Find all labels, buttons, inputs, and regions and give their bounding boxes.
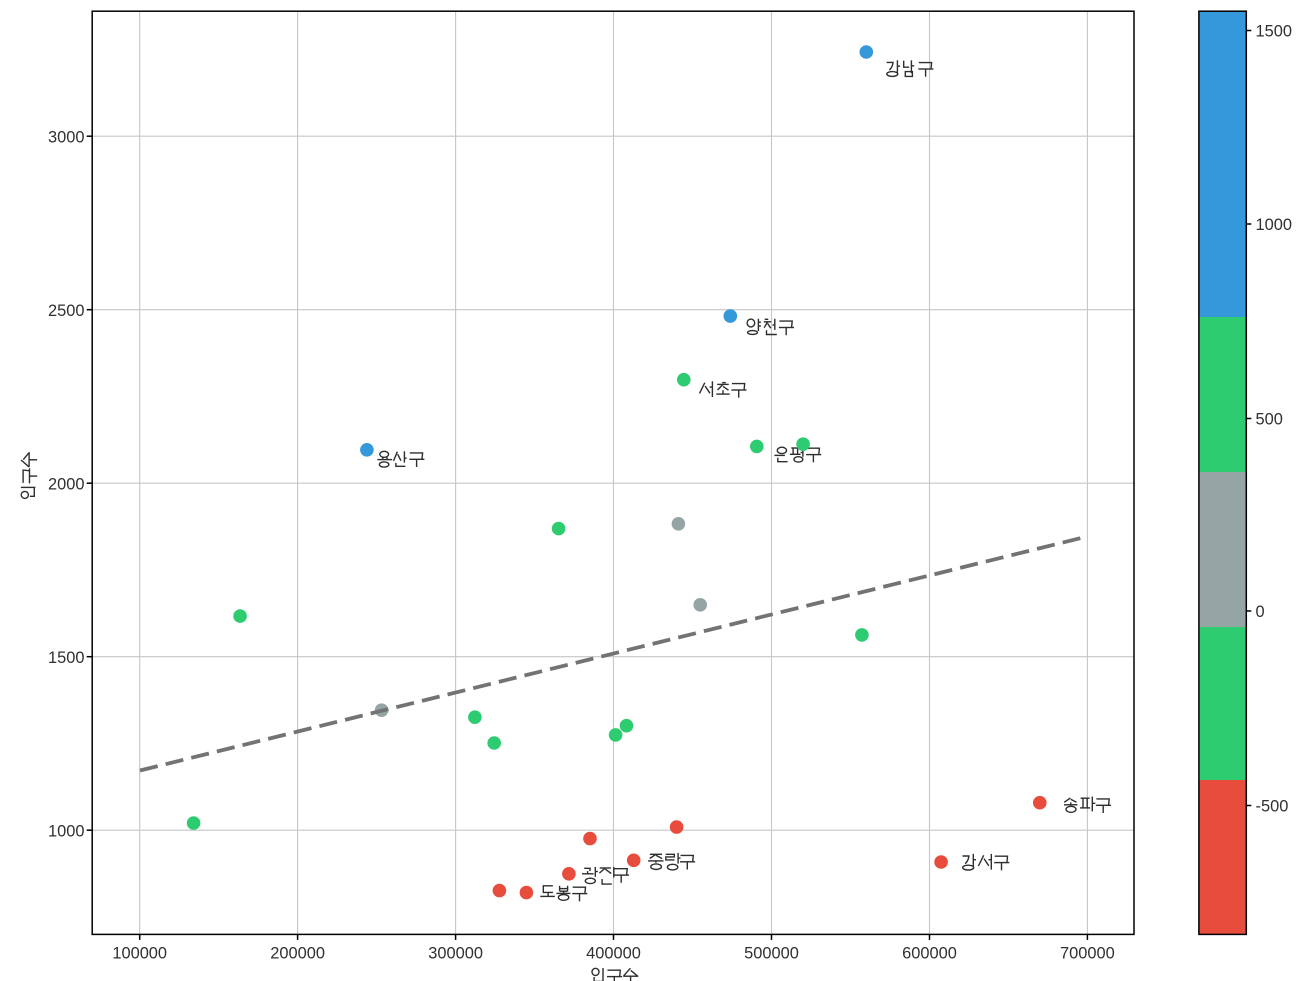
svg-text:100000: 100000 — [112, 945, 167, 963]
svg-text:2500: 2500 — [48, 302, 84, 320]
svg-text:3000: 3000 — [48, 128, 84, 146]
svg-text:200000: 200000 — [270, 945, 325, 963]
svg-text:-500: -500 — [1256, 798, 1289, 816]
svg-text:700000: 700000 — [1060, 945, 1115, 963]
svg-text:0: 0 — [1256, 603, 1265, 621]
svg-text:500000: 500000 — [744, 945, 799, 963]
svg-text:1000: 1000 — [48, 822, 84, 840]
svg-text:1000: 1000 — [1256, 216, 1292, 234]
svg-text:1500: 1500 — [1256, 23, 1292, 41]
svg-text:1500: 1500 — [48, 649, 84, 667]
svg-text:400000: 400000 — [586, 945, 641, 963]
svg-text:2000: 2000 — [48, 475, 84, 493]
svg-text:500: 500 — [1256, 411, 1283, 429]
svg-text:600000: 600000 — [902, 945, 957, 963]
svg-text:300000: 300000 — [428, 945, 483, 963]
